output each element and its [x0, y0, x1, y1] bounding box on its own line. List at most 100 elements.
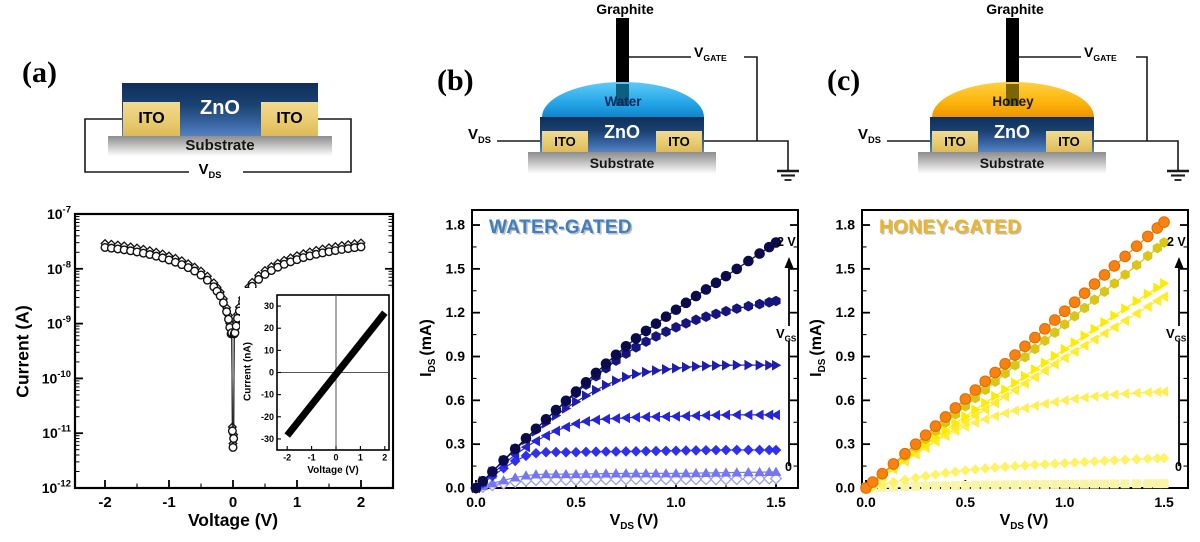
- water-gated-output-series-vgs-step-2: [470, 466, 782, 492]
- honey-gated-title: HONEY-GATED: [879, 217, 1022, 238]
- panel-b-water-label: Water: [604, 94, 642, 109]
- svg-text:1.8: 1.8: [446, 217, 466, 233]
- svg-text:1.5: 1.5: [1154, 494, 1174, 510]
- y-axis-unit: (mA): [808, 319, 825, 356]
- y-axis-unit: (mA): [418, 319, 435, 356]
- svg-text:-10: -10: [261, 390, 274, 400]
- panel-b-source-wire: [702, 140, 789, 171]
- honey-gate-max-label: 2 V: [1167, 235, 1186, 249]
- panel-a-wire-left: [84, 118, 190, 173]
- panel-a-ito-source-label: ITO: [138, 110, 165, 127]
- panel-a-substrate-label: Substrate: [185, 137, 255, 154]
- svg-text:-2: -2: [98, 494, 111, 511]
- panel-a-ito-drain: ITO: [261, 102, 318, 136]
- vds-symbol: V: [858, 126, 869, 143]
- panel-c-gate-wire: [1019, 56, 1148, 141]
- water-gated-output-gate-arrow: [784, 257, 794, 466]
- svg-text:0.6: 0.6: [446, 392, 466, 408]
- svg-text:-1: -1: [308, 453, 316, 463]
- svg-text:0.3: 0.3: [446, 436, 466, 452]
- vgate-subscript: GATE: [1093, 52, 1117, 63]
- vgs-symbol: V: [776, 326, 785, 341]
- panel-c-honey-label: Honey: [992, 94, 1034, 109]
- svg-text:0: 0: [229, 494, 237, 511]
- y-axis-subscript: DS: [817, 358, 829, 373]
- vds-subscript: DS: [478, 135, 491, 145]
- svg-text:10-9: 10-9: [47, 314, 71, 332]
- svg-text:2: 2: [382, 453, 387, 463]
- svg-text:1: 1: [358, 453, 363, 463]
- vds-subscript: DS: [208, 170, 222, 180]
- svg-text:0.6: 0.6: [836, 392, 856, 408]
- svg-text:-2: -2: [283, 453, 291, 463]
- y-axis-symbol: I: [808, 372, 825, 377]
- y-axis-symbol: I: [418, 372, 435, 377]
- panel-a-ito-drain-label: ITO: [276, 110, 303, 127]
- inset-y-axis-title: Current (nA): [242, 342, 254, 401]
- panel-c-vgate-label: VGATE: [1084, 44, 1117, 63]
- svg-text:10-8: 10-8: [47, 259, 71, 277]
- panel-c-graphite-rod: [1006, 18, 1019, 84]
- svg-text:2: 2: [357, 494, 365, 511]
- svg-text:20: 20: [264, 323, 274, 333]
- svg-text:0.0: 0.0: [856, 494, 876, 510]
- x-axis-symbol: V: [609, 512, 621, 529]
- panel-b-gate-wire: [629, 56, 758, 141]
- water-gate-max-label: 2 V: [777, 235, 796, 249]
- panel-c-graphite-label: Graphite: [986, 1, 1044, 17]
- panel-c-vds-label: VDS: [858, 126, 881, 145]
- x-axis-subscript: DS: [1010, 521, 1025, 533]
- panel-c-ito-source: ITO: [932, 131, 978, 152]
- vgs-symbol: V: [1166, 326, 1175, 341]
- honey-gated-output-gate-arrow: [1174, 257, 1184, 466]
- honey-gated-plot: 0.0 0.5 1.0 1.5 0.0 0.3 0.6 0.9 1.2 1.5 1.8: [836, 209, 1189, 510]
- svg-text:0.5: 0.5: [566, 494, 586, 510]
- water-gated-title: WATER-GATED: [489, 217, 633, 238]
- panel-b-ito-source-label: ITO: [554, 134, 576, 149]
- vds-symbol: V: [198, 161, 209, 178]
- panel-b-vds-label: VDS: [468, 126, 491, 145]
- svg-text:1.5: 1.5: [766, 494, 786, 510]
- svg-text:10-11: 10-11: [42, 424, 72, 442]
- svg-text:10-12: 10-12: [42, 479, 71, 497]
- panel-b-substrate: Substrate: [528, 152, 716, 174]
- svg-text:10-7: 10-7: [47, 205, 71, 223]
- panel-c-substrate: Substrate: [918, 152, 1106, 174]
- panel-c-ito-source-label: ITO: [944, 134, 966, 149]
- svg-text:1.0: 1.0: [1055, 494, 1075, 510]
- vds-subscript: DS: [868, 135, 881, 145]
- panel-a-substrate: Substrate: [108, 136, 332, 156]
- honey-gated-output-series-vgs-max-2V: [860, 216, 1170, 494]
- panel-b-ito-source: ITO: [542, 131, 588, 152]
- x-axis-symbol: V: [999, 512, 1011, 529]
- water-vgs-arrow-label: VGS: [775, 326, 798, 344]
- honey-gate-min-label: 0: [1175, 460, 1182, 474]
- honey-gated-output-axes: 0.0 0.5 1.0 1.5 0.0 0.3 0.6 0.9 1.2 1.5 1.8: [836, 209, 1189, 510]
- panel-c-ground-symbol: [1167, 169, 1189, 181]
- water-plot-y-axis-title: IDS (mA): [418, 268, 438, 428]
- svg-text:0.9: 0.9: [836, 348, 856, 364]
- panel-a-vds-label: VDS: [189, 161, 231, 180]
- svg-text:10: 10: [264, 345, 274, 355]
- panel-a-x-axis-title: Voltage (V): [187, 510, 279, 530]
- panel-b-zno-label: ZnO: [604, 122, 640, 142]
- panel-b-graphite-rod: [616, 18, 629, 84]
- svg-text:0: 0: [333, 453, 338, 463]
- panel-b-ground-symbol: [777, 169, 799, 181]
- x-axis-subscript: DS: [620, 521, 635, 533]
- panel-b-ito-drain-label: ITO: [668, 134, 690, 149]
- svg-text:1.5: 1.5: [836, 260, 856, 276]
- vgs-subscript: GS: [1174, 334, 1187, 344]
- svg-text:0.9: 0.9: [446, 348, 466, 364]
- vgs-subscript: GS: [784, 334, 797, 344]
- panel-a-label: (a): [22, 56, 57, 89]
- honey-vgs-arrow-label: VGS: [1165, 326, 1188, 344]
- svg-text:1.5: 1.5: [446, 260, 466, 276]
- panel-a-ito-source: ITO: [123, 102, 180, 136]
- honey-plot-y-axis-title: IDS (mA): [808, 268, 829, 428]
